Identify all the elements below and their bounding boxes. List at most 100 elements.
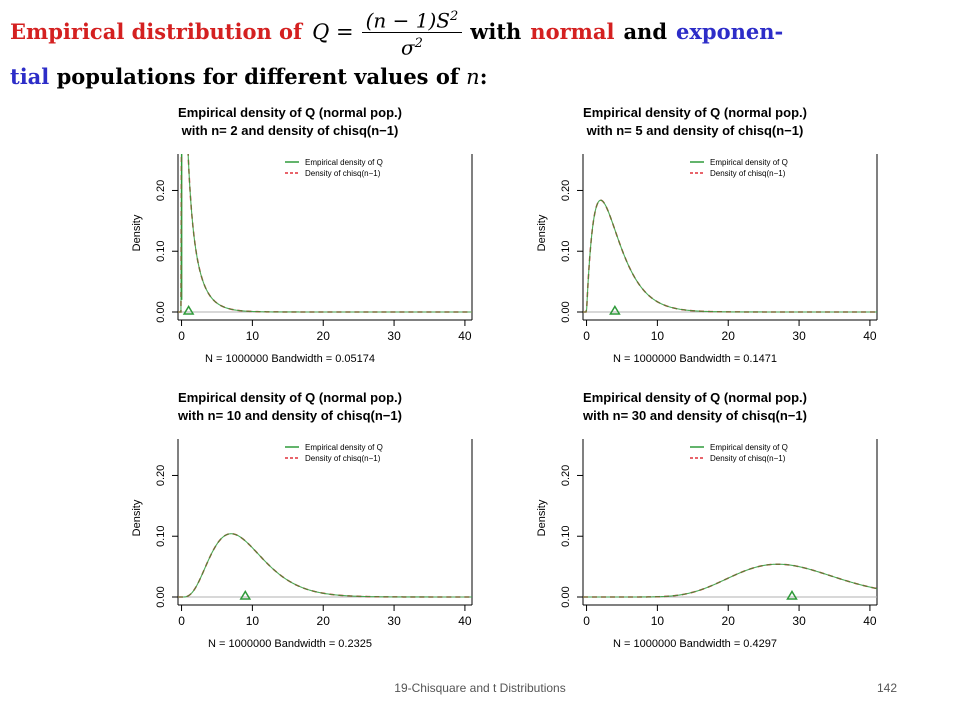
plot-3-xtick-label: 10	[246, 614, 260, 628]
denominator-text: σ	[400, 35, 415, 60]
plot-4-title: Empirical density of Q (normal pop.)	[583, 390, 807, 405]
plot-3-ytick-label: 0.10	[155, 526, 167, 547]
plot-2-legend-chisq: Density of chisq(n−1)	[710, 169, 786, 178]
footer-text: 19-Chisquare and t Distributions	[394, 681, 566, 695]
plot-4-ytick-label: 0.20	[560, 465, 572, 486]
plot-1-xtick-label: 10	[246, 329, 260, 343]
fraction-denominator: σ2	[401, 33, 423, 59]
heading-and: and	[623, 19, 668, 45]
plot-2-xtick-label: 40	[863, 329, 877, 343]
plot-2-chisq-curve	[583, 199, 877, 313]
heading-normal: normal	[530, 19, 615, 45]
plot-1-mean-marker	[182, 305, 195, 315]
plot-2: Empirical density of Q (normal pop.) with…	[505, 100, 885, 375]
plot-4-xtick-label: 10	[651, 614, 665, 628]
plot-2-xlabel: N = 1000000 Bandwidth = 0.1471	[613, 353, 777, 365]
plot-4-ylabel: Density	[536, 499, 548, 536]
plot-4-legend-empirical: Empirical density of Q	[710, 443, 788, 452]
plot-4-empirical-curve	[583, 563, 877, 598]
plot-4-xtick-label: 20	[722, 614, 736, 628]
plot-3-svg: Empirical density of Q (normal pop.) with…	[131, 390, 473, 650]
plot-2-ytick-label: 0.10	[560, 241, 572, 262]
plot-1-xlabel: N = 1000000 Bandwidth = 0.05174	[205, 353, 375, 365]
plot-3-ylabel: Density	[131, 499, 143, 536]
plot-4-svg: Empirical density of Q (normal pop.) with…	[536, 390, 878, 650]
plot-2-subtitle: with n= 5 and density of chisq(n−1)	[586, 123, 804, 138]
heading-tial: tial	[10, 64, 50, 90]
heading-q-lhs: Q =	[312, 20, 354, 45]
plot-1-ytick-label: 0.00	[155, 301, 167, 322]
plot-3-curves	[178, 532, 472, 598]
plot-1-ylabel: Density	[131, 214, 143, 251]
plot-2-xtick-label: 10	[651, 329, 665, 343]
plot-2-xtick-label: 0	[583, 329, 590, 343]
plot-4-ytick-label: 0.10	[560, 526, 572, 547]
plot-1-xtick-label: 40	[458, 329, 472, 343]
heading-fraction: (n − 1)S2 σ2	[361, 6, 463, 59]
plot-1-empirical-curve	[178, 154, 472, 313]
plot-3-xtick-label: 40	[458, 614, 472, 628]
plot-2-xtick-label: 20	[722, 329, 736, 343]
plot-2-title: Empirical density of Q (normal pop.)	[583, 105, 807, 120]
plot-3-empirical-curve	[178, 533, 472, 598]
plot-1-legend-empirical: Empirical density of Q	[305, 158, 383, 167]
plot-4: Empirical density of Q (normal pop.) with…	[505, 385, 885, 660]
heading-prefix: Empirical distribution of	[10, 19, 303, 45]
heading-rest: populations for different values of	[56, 64, 459, 90]
plot-4-subtitle: with n= 30 and density of chisq(n−1)	[582, 408, 807, 423]
plot-2-xtick-label: 30	[792, 329, 806, 343]
plot-3-title: Empirical density of Q (normal pop.)	[178, 390, 402, 405]
plot-4-curves	[583, 563, 877, 598]
numerator-sup: 2	[449, 9, 459, 24]
plot-2-mean-marker	[609, 305, 621, 315]
heading-exponen: exponen-	[676, 19, 784, 45]
plot-2-ytick-label: 0.20	[560, 180, 572, 201]
plot-3-ytick-label: 0.00	[155, 586, 167, 607]
plot-1-ytick-label: 0.20	[155, 180, 167, 201]
fraction-numerator: (n − 1)S2	[361, 6, 463, 33]
plot-3-ytick-label: 0.20	[155, 465, 167, 486]
slide-heading: Empirical distribution of Q = (n − 1)S2 …	[10, 6, 950, 94]
plot-3-xlabel: N = 1000000 Bandwidth = 0.2325	[208, 638, 372, 650]
plot-4-xtick-label: 40	[863, 614, 877, 628]
plot-3-legend-empirical: Empirical density of Q	[305, 443, 383, 452]
plot-2-ytick-label: 0.00	[560, 301, 572, 322]
plot-3-legend-chisq: Density of chisq(n−1)	[305, 454, 381, 463]
plot-1-title: Empirical density of Q (normal pop.)	[178, 105, 402, 120]
plot-4-chisq-curve	[583, 563, 877, 598]
heading-line-1: Empirical distribution of Q = (n − 1)S2 …	[10, 6, 950, 58]
plot-1-svg: Empirical density of Q (normal pop.) with…	[131, 105, 473, 365]
heading-n: n	[466, 65, 480, 90]
plot-1-ytick-label: 0.10	[155, 241, 167, 262]
plot-1-xtick-label: 30	[387, 329, 401, 343]
plot-3-xtick-label: 20	[317, 614, 331, 628]
denominator-sup: 2	[414, 35, 423, 51]
plot-3-xtick-label: 0	[178, 614, 185, 628]
plot-4-xtick-label: 0	[583, 614, 590, 628]
numerator-text: (n − 1)S	[365, 8, 450, 33]
plot-2-curves	[583, 199, 877, 313]
plot-1-legend-chisq: Density of chisq(n−1)	[305, 169, 381, 178]
plot-3-subtitle: with n= 10 and density of chisq(n−1)	[177, 408, 402, 423]
plot-1: Empirical density of Q (normal pop.) with…	[100, 100, 480, 375]
heading-line-2: tial populations for different values of…	[10, 60, 950, 94]
page-number: 142	[877, 681, 898, 695]
plot-3-xtick-label: 30	[387, 614, 401, 628]
plot-4-ytick-label: 0.00	[560, 586, 572, 607]
plot-3: Empirical density of Q (normal pop.) with…	[100, 385, 480, 660]
plot-4-mean-marker	[786, 590, 798, 600]
heading-with: with	[470, 19, 522, 45]
plot-1-xtick-label: 0	[178, 329, 185, 343]
plot-4-legend-chisq: Density of chisq(n−1)	[710, 454, 786, 463]
plot-3-chisq-curve	[178, 532, 472, 598]
plot-2-svg: Empirical density of Q (normal pop.) with…	[536, 105, 878, 365]
plot-3-mean-marker	[239, 590, 252, 600]
plot-4-xlabel: N = 1000000 Bandwidth = 0.4297	[613, 638, 777, 650]
plot-1-subtitle: with n= 2 and density of chisq(n−1)	[181, 123, 399, 138]
heading-colon: :	[479, 64, 488, 90]
plot-1-xtick-label: 20	[317, 329, 331, 343]
plot-2-empirical-curve	[583, 199, 877, 313]
plot-4-xtick-label: 30	[792, 614, 806, 628]
plot-1-curves	[178, 154, 472, 313]
plot-2-legend-empirical: Empirical density of Q	[710, 158, 788, 167]
